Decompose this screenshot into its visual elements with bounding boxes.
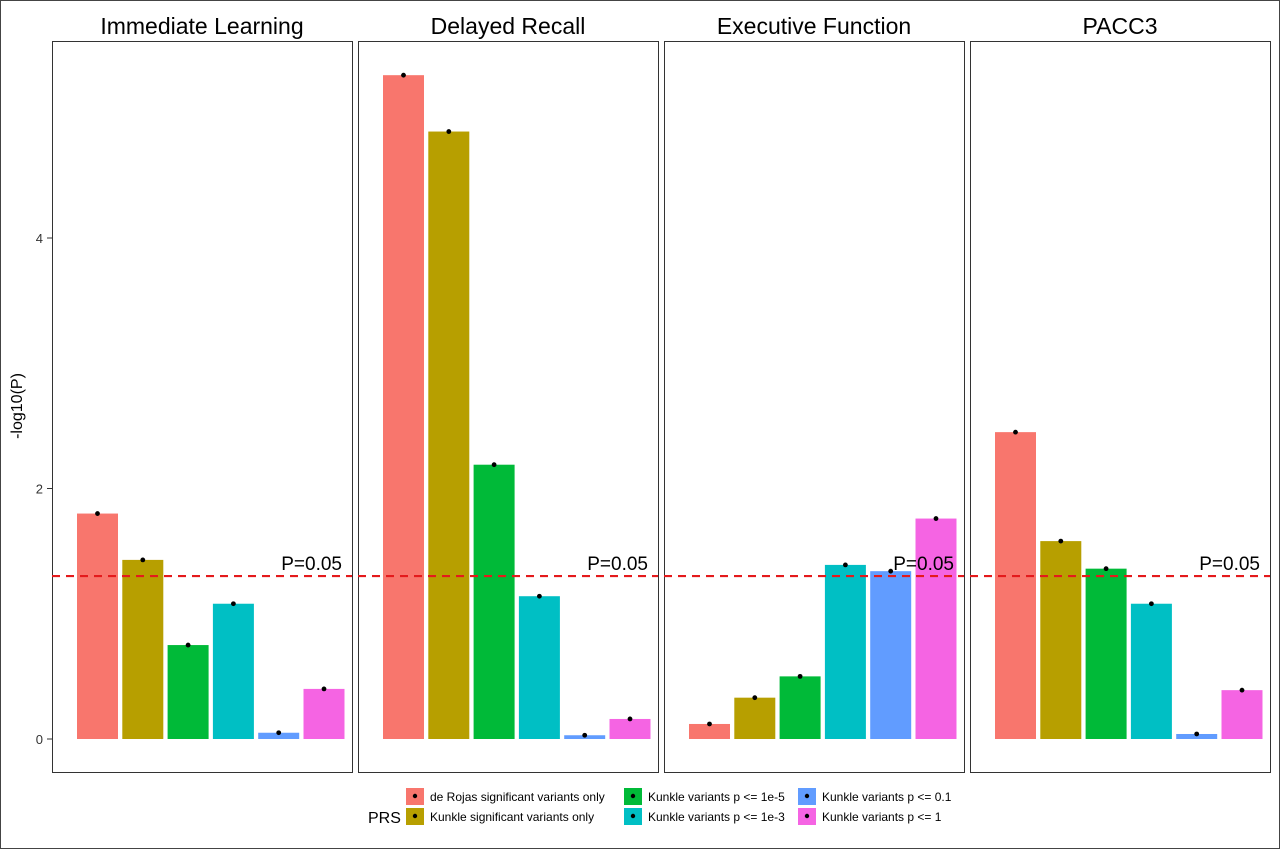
bar — [212, 603, 254, 739]
bar-point — [627, 716, 633, 722]
panel-2: Delayed Recall P=0.05 — [358, 13, 659, 773]
bar-point — [582, 732, 588, 738]
bar-point — [1194, 731, 1200, 737]
legend-item: Kunkle variants p <= 1 — [798, 808, 942, 825]
bar — [1040, 541, 1082, 739]
threshold-label: P=0.05 — [893, 554, 954, 575]
bar — [258, 732, 300, 739]
legend-item: Kunkle significant variants only — [406, 808, 594, 825]
legend: PRS de Rojas significant variants only Kun… — [368, 788, 952, 827]
y-tick-label: 0 — [36, 732, 43, 747]
panel-4: PACC3 P=0.05 — [970, 13, 1271, 773]
panel-3: Executive Function P=0.05 — [664, 13, 965, 773]
bar-point — [1149, 601, 1154, 607]
y-axis-label: -log10(P) — [9, 373, 26, 439]
panel-title: Delayed Recall — [431, 13, 586, 39]
bar — [824, 564, 866, 739]
bar-point — [1239, 687, 1245, 693]
legend-swatch-point — [804, 793, 810, 799]
threshold-label: P=0.05 — [587, 554, 648, 575]
bar — [734, 697, 776, 739]
bar-point — [1013, 429, 1018, 435]
bar — [383, 75, 424, 740]
legend-swatch-point — [630, 793, 636, 799]
legend-label: Kunkle variants p <= 1e-5 — [648, 790, 785, 804]
bar-point — [1103, 566, 1109, 572]
panel-title: Executive Function — [717, 13, 911, 39]
bar-point — [797, 673, 803, 679]
y-tick-label: 2 — [36, 482, 43, 497]
threshold-label: P=0.05 — [281, 554, 342, 575]
panel-title: Immediate Learning — [100, 13, 303, 39]
y-tick-label: 4 — [36, 231, 43, 246]
legend-swatch-point — [630, 813, 636, 819]
bar — [122, 559, 164, 739]
bar-point — [446, 129, 452, 134]
bar — [1130, 603, 1172, 739]
bar-point — [933, 516, 939, 521]
legend-label: Kunkle variants p <= 1e-3 — [648, 810, 785, 824]
bar — [428, 131, 470, 740]
bar-point — [707, 721, 712, 727]
bar — [473, 464, 515, 739]
legend-swatch-point — [412, 813, 418, 819]
legend-item: Kunkle variants p <= 1e-5 — [624, 788, 785, 805]
bar — [689, 723, 730, 739]
legend-title: PRS — [368, 810, 401, 827]
legend-label: Kunkle variants p <= 0.1 — [822, 790, 952, 804]
bar — [1085, 568, 1127, 739]
legend-label: de Rojas significant variants only — [430, 790, 605, 804]
legend-label: Kunkle significant variants only — [430, 810, 594, 824]
legend-swatch-point — [412, 793, 418, 799]
bar-point — [185, 642, 191, 648]
y-axis: 0 2 4 -log10(P) — [9, 231, 52, 747]
bar — [518, 596, 560, 739]
panel-title: PACC3 — [1083, 13, 1158, 39]
bar-point — [491, 462, 497, 468]
legend-item: Kunkle variants p <= 1e-3 — [624, 808, 785, 825]
bar-point — [95, 511, 100, 516]
bar-point — [231, 601, 236, 607]
bar — [870, 571, 912, 739]
bar-point — [140, 557, 146, 563]
panel-frame — [664, 41, 965, 773]
legend-label: Kunkle variants p <= 1 — [822, 810, 942, 824]
bar — [915, 518, 957, 739]
bar-point — [321, 686, 327, 692]
panel-1: Immediate Learning P=0.05 — [52, 13, 353, 773]
bar — [779, 676, 821, 739]
bar-point — [752, 695, 758, 701]
bar — [77, 513, 118, 739]
bar — [1176, 733, 1218, 739]
bar — [167, 645, 209, 739]
legend-swatch-point — [804, 813, 810, 819]
panels-layer: Immediate Learning P=0.05 Delayed Recall P=… — [52, 13, 1271, 773]
bar-point — [537, 593, 542, 599]
bar — [609, 718, 651, 739]
legend-item: Kunkle variants p <= 0.1 — [798, 788, 952, 805]
bar-point — [401, 72, 406, 78]
bar-point — [1058, 538, 1064, 544]
threshold-label: P=0.05 — [1199, 554, 1260, 575]
bar — [995, 432, 1036, 739]
bar — [303, 688, 345, 739]
bar-point — [888, 568, 894, 574]
bar-point — [276, 730, 282, 736]
bar-point — [843, 562, 848, 568]
bar — [1221, 690, 1263, 739]
legend-item: de Rojas significant variants only — [406, 788, 605, 805]
